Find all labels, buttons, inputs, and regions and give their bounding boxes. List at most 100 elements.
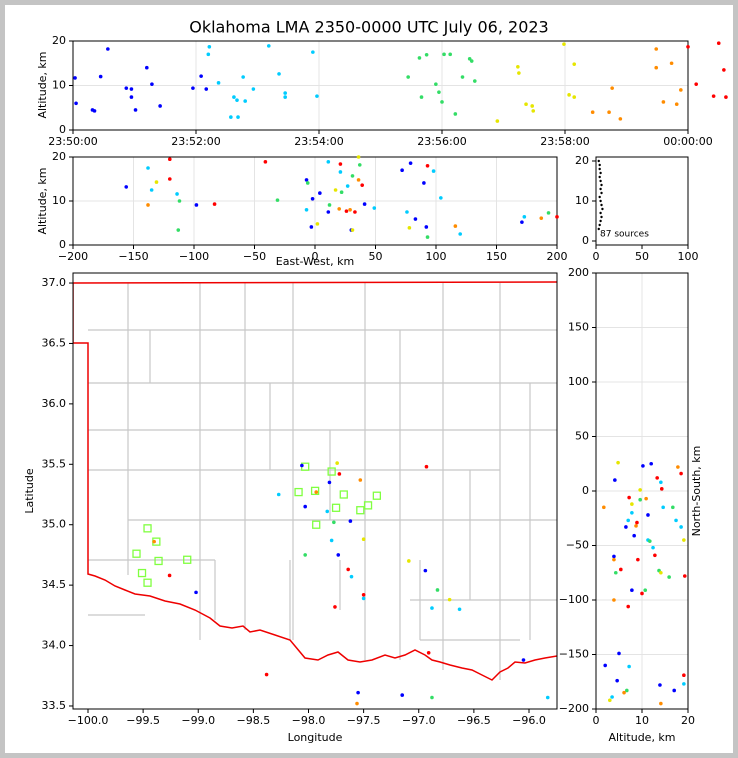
plot-frame xyxy=(72,272,558,710)
source-point xyxy=(640,591,644,596)
source-point xyxy=(191,86,195,90)
source-point xyxy=(353,210,357,214)
source-point xyxy=(424,225,429,229)
x-tick-label: −98.0 xyxy=(292,714,326,727)
count-point xyxy=(600,203,603,207)
source-point xyxy=(653,553,657,558)
y-tick-label: 150 xyxy=(568,321,589,334)
station xyxy=(339,490,348,499)
station xyxy=(331,503,341,512)
source-point xyxy=(613,570,618,575)
source-point xyxy=(625,688,629,693)
source-point xyxy=(667,575,671,579)
count-point xyxy=(600,191,603,195)
count-point xyxy=(597,159,600,163)
y-tick-label: 10 xyxy=(52,194,66,207)
source-point xyxy=(326,160,331,164)
source-point xyxy=(682,682,686,686)
source-point xyxy=(212,202,217,206)
source-point xyxy=(241,75,245,79)
y-tick-label: 0 xyxy=(59,123,66,136)
x-tick-label: 0 xyxy=(593,250,600,263)
source-point xyxy=(610,695,614,699)
x-tick-label: −99.5 xyxy=(126,714,160,727)
plot-frame xyxy=(72,156,558,246)
source-point xyxy=(277,72,281,76)
source-point xyxy=(682,538,686,542)
source-point xyxy=(545,695,550,700)
source-point xyxy=(630,588,634,592)
y-tick-label: 35.0 xyxy=(42,518,67,531)
source-point xyxy=(325,509,330,514)
station xyxy=(356,506,365,515)
count-point xyxy=(600,215,603,219)
source-point xyxy=(276,492,281,497)
x-tick-label: 100 xyxy=(678,250,699,263)
source-point xyxy=(643,588,648,592)
y-tick-label: −150 xyxy=(559,648,589,661)
source-point xyxy=(682,574,687,578)
y-tick-label: 20 xyxy=(52,34,66,47)
source-point xyxy=(356,178,361,182)
source-point xyxy=(327,480,332,485)
x-tick-label: −99.0 xyxy=(181,714,215,727)
source-point xyxy=(350,174,355,178)
source-point xyxy=(206,52,211,57)
source-point xyxy=(632,533,636,538)
source-point xyxy=(612,557,616,562)
source-point xyxy=(145,65,149,70)
source-point xyxy=(361,537,366,542)
source-point xyxy=(659,487,664,491)
x-tick-label: −96.5 xyxy=(457,714,491,727)
y-tick-label: 37.0 xyxy=(42,276,67,289)
source-point xyxy=(400,693,405,697)
source-point xyxy=(129,87,134,91)
source-point xyxy=(567,93,571,97)
source-point xyxy=(495,119,500,123)
source-point xyxy=(440,100,444,104)
source-point xyxy=(350,228,355,232)
map-background xyxy=(73,281,557,681)
source-point xyxy=(74,101,78,106)
station xyxy=(137,568,147,578)
plot-frame xyxy=(72,40,689,131)
source-point xyxy=(362,202,367,206)
source-point xyxy=(149,188,154,192)
y-axis-label: Altitude, km xyxy=(36,51,49,118)
source-point xyxy=(610,86,614,90)
source-point xyxy=(129,95,134,99)
source-point xyxy=(658,683,662,687)
source-point xyxy=(722,68,726,72)
y-axis-label: Altitude, km xyxy=(36,167,49,234)
y-tick-label: 100 xyxy=(568,375,589,388)
source-point xyxy=(232,95,236,99)
source-point xyxy=(442,52,446,57)
source-point xyxy=(431,169,436,173)
x-tick-label: 100 xyxy=(426,250,447,263)
source-point xyxy=(349,574,354,579)
source-point xyxy=(682,673,686,678)
count-point xyxy=(598,195,601,199)
x-tick-label: 23:58:00 xyxy=(540,135,589,148)
source-point xyxy=(361,593,366,597)
source-point xyxy=(425,235,430,239)
source-point xyxy=(275,198,280,202)
source-point xyxy=(315,94,319,98)
source-point xyxy=(654,65,659,70)
source-point xyxy=(98,74,103,79)
source-point xyxy=(355,701,359,706)
source-point xyxy=(124,185,129,189)
y-axis-label: North-South, km xyxy=(690,446,703,537)
source-point xyxy=(300,463,304,468)
x-tick-label: −96.0 xyxy=(512,714,546,727)
source-point xyxy=(339,190,344,194)
source-point xyxy=(430,606,434,610)
y-tick-label: 35.5 xyxy=(42,457,67,470)
source-point xyxy=(612,554,616,559)
x-tick-label: −97.0 xyxy=(402,714,436,727)
source-point xyxy=(235,98,239,102)
source-point xyxy=(266,44,271,48)
source-point xyxy=(338,162,343,166)
source-point xyxy=(303,504,307,509)
source-point xyxy=(337,472,342,476)
